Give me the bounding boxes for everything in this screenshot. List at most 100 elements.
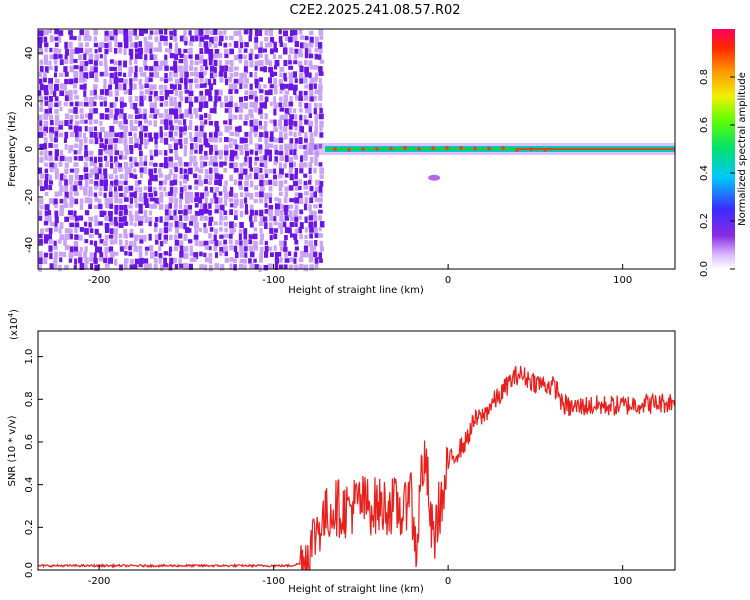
noise-speck: [133, 132, 137, 139]
noise-speck: [164, 108, 169, 114]
noise-speck: [288, 60, 292, 65]
noise-speck: [194, 203, 199, 208]
noise-speck: [218, 221, 223, 226]
noise-speck: [224, 144, 229, 152]
noise-speck: [269, 228, 274, 234]
noise-speck: [69, 119, 73, 125]
noise-speck: [208, 113, 212, 121]
noise-speck: [148, 186, 153, 193]
noise-speck: [74, 101, 80, 107]
noise-speck: [288, 204, 294, 209]
noise-speck: [103, 35, 109, 42]
noise-speck: [178, 161, 183, 167]
noise-speck: [244, 150, 249, 157]
noise-speck: [258, 29, 263, 36]
noise-speck: [283, 204, 289, 212]
noise-speck: [184, 113, 190, 118]
noise-speck: [94, 180, 99, 188]
noise-speck: [128, 210, 133, 217]
noise-speck: [299, 233, 303, 240]
noise-speck: [264, 245, 269, 253]
noise-speck: [189, 215, 195, 222]
noise-speck: [289, 233, 295, 238]
noise-speck: [198, 29, 204, 36]
noise-speck: [239, 42, 244, 49]
noise-speck: [113, 119, 118, 124]
noise-speck: [198, 72, 204, 79]
noise-speck: [103, 84, 107, 90]
noise-speck: [318, 84, 323, 92]
noise-speck: [283, 221, 287, 228]
noise-speck: [248, 53, 253, 61]
noise-speck: [244, 132, 249, 137]
noise-speck: [134, 203, 140, 208]
noise-speck: [48, 155, 53, 162]
noise-speck: [114, 83, 119, 89]
noise-speck: [114, 161, 120, 168]
noise-speck: [164, 216, 170, 222]
noise-speck: [163, 84, 168, 91]
noise-speck: [59, 234, 65, 241]
spectrogram-x-ticks: -200 -100 0 100: [88, 264, 632, 286]
noise-speck: [159, 131, 164, 139]
noise-speck: [283, 47, 288, 55]
noise-speck: [283, 197, 288, 204]
noise-speck: [284, 258, 290, 263]
noise-speck: [259, 89, 264, 94]
noise-speck: [158, 113, 164, 119]
noise-speck: [44, 173, 49, 181]
noise-speck: [294, 222, 298, 227]
noise-speck: [74, 77, 78, 84]
noise-speck: [318, 252, 322, 260]
noise-speck: [68, 174, 74, 182]
noise-speck: [74, 234, 79, 240]
noise-speck: [223, 221, 228, 227]
noise-speck: [219, 264, 225, 271]
noise-speck: [59, 198, 64, 204]
noise-speck: [233, 222, 238, 228]
noise-speck: [88, 198, 93, 205]
snr-x-ticks: -200 -100 0 100: [88, 565, 632, 587]
noise-speck: [89, 228, 94, 234]
noise-speck: [284, 149, 289, 156]
noise-speck: [268, 197, 272, 204]
colorbar: 0.00.20.40.60.8 Normalized spectral ampl…: [699, 29, 748, 277]
noise-speck: [183, 168, 188, 174]
noise-speck: [48, 227, 53, 235]
noise-speck: [213, 53, 219, 59]
noise-speck: [294, 95, 300, 101]
noise-speck: [148, 192, 154, 198]
noise-speck: [143, 71, 147, 77]
noise-speck: [74, 215, 79, 222]
noise-speck: [293, 143, 298, 151]
noise-speck: [208, 180, 213, 185]
noise-speck: [143, 138, 149, 145]
noise-speck: [154, 222, 158, 227]
noise-speck: [88, 204, 93, 210]
noise-speck: [289, 149, 293, 155]
noise-speck: [139, 137, 144, 145]
noise-speck: [168, 263, 173, 271]
noise-speck: [74, 198, 79, 205]
signal-peak: [473, 146, 477, 151]
noise-speck: [219, 65, 225, 72]
noise-speck: [88, 216, 94, 222]
noise-speck: [224, 60, 230, 65]
noise-speck: [58, 54, 63, 59]
noise-speck: [103, 210, 107, 216]
noise-speck: [219, 35, 224, 42]
noise-speck: [98, 156, 103, 163]
noise-speck: [39, 173, 45, 179]
signal-peak: [403, 145, 407, 150]
noise-speck: [128, 71, 132, 77]
noise-speck: [278, 102, 283, 108]
noise-speck: [194, 167, 199, 172]
noise-speck: [254, 65, 258, 71]
noise-speck: [58, 125, 63, 130]
noise-speck: [273, 245, 277, 251]
noise-speck: [38, 251, 43, 258]
noise-speck: [244, 246, 248, 252]
noise-speck: [264, 42, 270, 48]
noise-speck: [273, 126, 278, 133]
